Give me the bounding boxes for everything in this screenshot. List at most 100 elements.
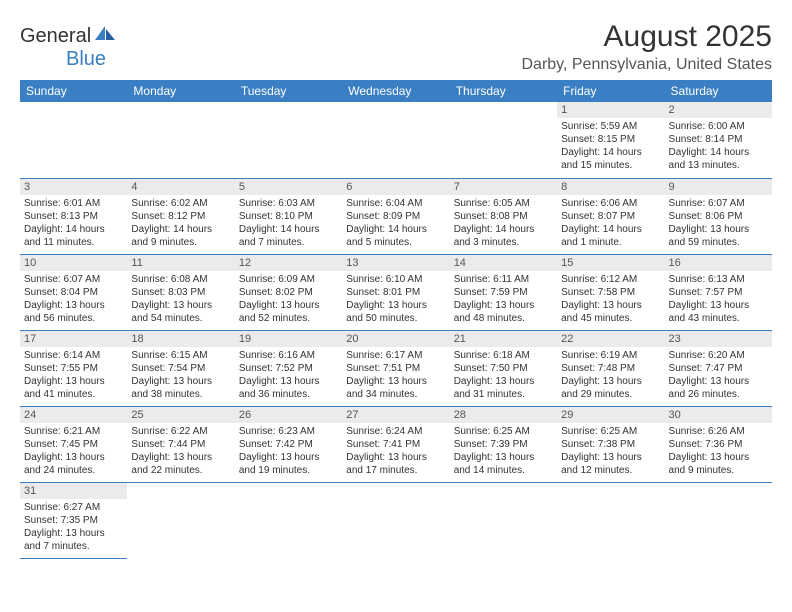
daylight-text: Daylight: 13 hours and 17 minutes.	[346, 451, 445, 477]
daylight-text: Daylight: 13 hours and 54 minutes.	[131, 299, 230, 325]
sunrise-text: Sunrise: 6:17 AM	[346, 349, 445, 362]
weekday-header: Friday	[557, 80, 664, 102]
day-details: Sunrise: 6:27 AMSunset: 7:35 PMDaylight:…	[20, 499, 127, 557]
calendar-week: 1Sunrise: 5:59 AMSunset: 8:15 PMDaylight…	[20, 102, 772, 178]
calendar-day-empty	[450, 482, 557, 558]
daylight-text: Daylight: 13 hours and 29 minutes.	[561, 375, 660, 401]
sunrise-text: Sunrise: 6:20 AM	[669, 349, 768, 362]
sunrise-text: Sunrise: 6:00 AM	[669, 120, 768, 133]
calendar-day: 7 Sunrise: 6:05 AMSunset: 8:08 PMDaylight…	[450, 178, 557, 254]
calendar-day: 27Sunrise: 6:24 AMSunset: 7:41 PMDayligh…	[342, 406, 449, 482]
sunset-text: Sunset: 7:41 PM	[346, 438, 445, 451]
day-details: Sunrise: 6:11 AMSunset: 7:59 PMDaylight:…	[450, 271, 557, 329]
calendar-day: 16Sunrise: 6:13 AMSunset: 7:57 PMDayligh…	[665, 254, 772, 330]
sunrise-text: Sunrise: 6:07 AM	[669, 197, 768, 210]
calendar-day: 23 Sunrise: 6:20 AMSunset: 7:47 PMDayligh…	[665, 330, 772, 406]
day-number: 19	[235, 331, 342, 347]
sunrise-text: Sunrise: 6:15 AM	[131, 349, 230, 362]
sunset-text: Sunset: 8:14 PM	[669, 133, 768, 146]
sunset-text: Sunset: 7:35 PM	[24, 514, 123, 527]
sunset-text: Sunset: 8:01 PM	[346, 286, 445, 299]
day-details: Sunrise: 6:01 AMSunset: 8:13 PMDaylight:…	[20, 195, 127, 253]
day-number: 21	[450, 331, 557, 347]
day-number: 29	[557, 407, 664, 423]
daylight-text: Daylight: 13 hours and 41 minutes.	[24, 375, 123, 401]
calendar-week: 17Sunrise: 6:14 AMSunset: 7:55 PMDayligh…	[20, 330, 772, 406]
sunrise-text: Sunrise: 6:25 AM	[454, 425, 553, 438]
sunset-text: Sunset: 7:38 PM	[561, 438, 660, 451]
day-number: 23	[665, 331, 772, 347]
day-details: Sunrise: 6:25 AMSunset: 7:39 PMDaylight:…	[450, 423, 557, 481]
calendar-day: 29Sunrise: 6:25 AMSunset: 7:38 PMDayligh…	[557, 406, 664, 482]
day-details: Sunrise: 6:09 AMSunset: 8:02 PMDaylight:…	[235, 271, 342, 329]
sunrise-text: Sunrise: 5:59 AM	[561, 120, 660, 133]
day-number: 6	[342, 179, 449, 195]
day-number: 2	[665, 102, 772, 118]
sunrise-text: Sunrise: 6:12 AM	[561, 273, 660, 286]
day-details: Sunrise: 6:26 AMSunset: 7:36 PMDaylight:…	[665, 423, 772, 481]
day-number: 15	[557, 255, 664, 271]
day-number: 5	[235, 179, 342, 195]
day-details: Sunrise: 6:03 AMSunset: 8:10 PMDaylight:…	[235, 195, 342, 253]
sunset-text: Sunset: 8:08 PM	[454, 210, 553, 223]
calendar-day: 5Sunrise: 6:03 AMSunset: 8:10 PMDaylight…	[235, 178, 342, 254]
daylight-text: Daylight: 13 hours and 24 minutes.	[24, 451, 123, 477]
calendar-day: 18Sunrise: 6:15 AMSunset: 7:54 PMDayligh…	[127, 330, 234, 406]
calendar-day: 15Sunrise: 6:12 AMSunset: 7:58 PMDayligh…	[557, 254, 664, 330]
calendar-day-empty	[127, 482, 234, 558]
sunrise-text: Sunrise: 6:05 AM	[454, 197, 553, 210]
sunrise-text: Sunrise: 6:26 AM	[669, 425, 768, 438]
day-details: Sunrise: 6:07 AMSunset: 8:06 PMDaylight:…	[665, 195, 772, 253]
sunrise-text: Sunrise: 6:09 AM	[239, 273, 338, 286]
brand-part1: General	[20, 25, 91, 47]
sunrise-text: Sunrise: 6:21 AM	[24, 425, 123, 438]
weekday-header: Saturday	[665, 80, 772, 102]
day-details: Sunrise: 6:16 AMSunset: 7:52 PMDaylight:…	[235, 347, 342, 405]
sunrise-text: Sunrise: 6:22 AM	[131, 425, 230, 438]
calendar-day-empty	[665, 482, 772, 558]
day-details: Sunrise: 6:07 AMSunset: 8:04 PMDaylight:…	[20, 271, 127, 329]
calendar-day: 9Sunrise: 6:07 AMSunset: 8:06 PMDaylight…	[665, 178, 772, 254]
sunrise-text: Sunrise: 6:10 AM	[346, 273, 445, 286]
calendar-day: 6Sunrise: 6:04 AMSunset: 8:09 PMDaylight…	[342, 178, 449, 254]
day-details: Sunrise: 6:14 AMSunset: 7:55 PMDaylight:…	[20, 347, 127, 405]
day-number: 18	[127, 331, 234, 347]
daylight-text: Daylight: 14 hours and 5 minutes.	[346, 223, 445, 249]
sunset-text: Sunset: 7:47 PM	[669, 362, 768, 375]
calendar-day: 13Sunrise: 6:10 AMSunset: 8:01 PMDayligh…	[342, 254, 449, 330]
calendar-week: 10Sunrise: 6:07 AMSunset: 8:04 PMDayligh…	[20, 254, 772, 330]
day-number: 11	[127, 255, 234, 271]
calendar-day: 30Sunrise: 6:26 AMSunset: 7:36 PMDayligh…	[665, 406, 772, 482]
sunset-text: Sunset: 7:55 PM	[24, 362, 123, 375]
sunset-text: Sunset: 8:09 PM	[346, 210, 445, 223]
daylight-text: Daylight: 13 hours and 19 minutes.	[239, 451, 338, 477]
day-number: 4	[127, 179, 234, 195]
calendar-day-empty	[235, 482, 342, 558]
day-number: 20	[342, 331, 449, 347]
brand-logo: GeneralBlue	[20, 20, 119, 71]
day-number: 1	[557, 102, 664, 118]
sunset-text: Sunset: 8:03 PM	[131, 286, 230, 299]
calendar-day: 28Sunrise: 6:25 AMSunset: 7:39 PMDayligh…	[450, 406, 557, 482]
calendar-day: 2Sunrise: 6:00 AMSunset: 8:14 PMDaylight…	[665, 102, 772, 178]
calendar-table: SundayMondayTuesdayWednesdayThursdayFrid…	[20, 80, 772, 559]
calendar-day-empty	[235, 102, 342, 178]
calendar-day: 20Sunrise: 6:17 AMSunset: 7:51 PMDayligh…	[342, 330, 449, 406]
sunset-text: Sunset: 7:45 PM	[24, 438, 123, 451]
sunrise-text: Sunrise: 6:16 AM	[239, 349, 338, 362]
sunrise-text: Sunrise: 6:06 AM	[561, 197, 660, 210]
daylight-text: Daylight: 13 hours and 26 minutes.	[669, 375, 768, 401]
sunrise-text: Sunrise: 6:02 AM	[131, 197, 230, 210]
sunrise-text: Sunrise: 6:25 AM	[561, 425, 660, 438]
day-details: Sunrise: 6:12 AMSunset: 7:58 PMDaylight:…	[557, 271, 664, 329]
day-number: 7	[450, 179, 557, 195]
calendar-day: 14Sunrise: 6:11 AMSunset: 7:59 PMDayligh…	[450, 254, 557, 330]
daylight-text: Daylight: 14 hours and 3 minutes.	[454, 223, 553, 249]
day-details: Sunrise: 6:18 AMSunset: 7:50 PMDaylight:…	[450, 347, 557, 405]
sunset-text: Sunset: 8:07 PM	[561, 210, 660, 223]
day-details: Sunrise: 6:22 AMSunset: 7:44 PMDaylight:…	[127, 423, 234, 481]
weekday-header: Tuesday	[235, 80, 342, 102]
day-details: Sunrise: 6:06 AMSunset: 8:07 PMDaylight:…	[557, 195, 664, 253]
sunrise-text: Sunrise: 6:24 AM	[346, 425, 445, 438]
sunset-text: Sunset: 8:15 PM	[561, 133, 660, 146]
